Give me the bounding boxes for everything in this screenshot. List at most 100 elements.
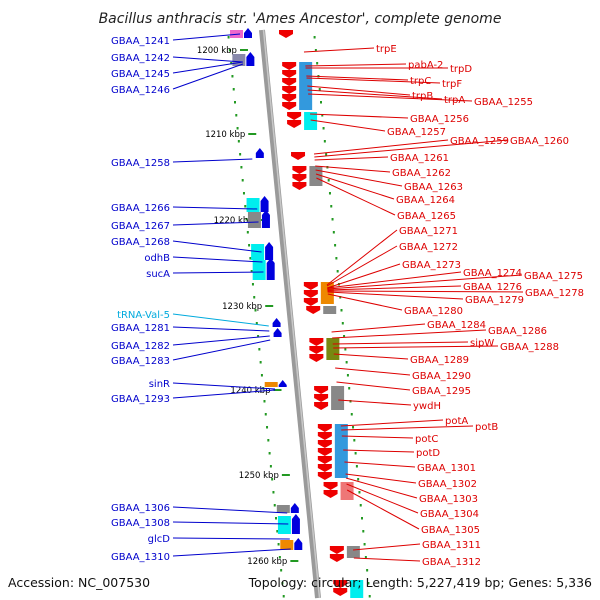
reverse-gene-chevron[interactable] <box>292 174 307 182</box>
gene-label-left[interactable]: sucA <box>146 269 170 280</box>
gene-label-right[interactable]: GBAA_1264 <box>396 195 455 206</box>
gene-label-right[interactable]: GBAA_1276 <box>463 282 522 293</box>
reverse-gene-chevron[interactable] <box>282 102 297 110</box>
gene-label-right[interactable]: GBAA_1289 <box>410 355 469 366</box>
forward-gene-arrow[interactable] <box>255 148 264 158</box>
gene-label-right[interactable]: GBAA_1265 <box>397 211 456 222</box>
gene-label-left[interactable]: odhB <box>144 253 170 264</box>
gene-label-right[interactable]: GBAA_1280 <box>404 306 463 317</box>
reverse-gene-chevron[interactable] <box>314 402 329 410</box>
gene-label-left[interactable]: GBAA_1283 <box>111 356 170 367</box>
reverse-gene-chevron[interactable] <box>309 346 324 354</box>
reverse-gene-chevron[interactable] <box>317 464 332 472</box>
gene-label-right[interactable]: potD <box>416 448 440 459</box>
gene-label-right[interactable]: GBAA_1303 <box>419 494 478 505</box>
reverse-gene-chevron[interactable] <box>317 472 332 480</box>
gene-label-right[interactable]: GBAA_1290 <box>412 371 471 382</box>
gene-label-right[interactable]: sipW <box>470 338 494 349</box>
gene-label-right[interactable]: trpE <box>376 44 397 55</box>
reverse-gene-chevron[interactable] <box>282 86 297 94</box>
gene-label-right[interactable]: trpF <box>442 79 462 90</box>
gene-label-left[interactable]: GBAA_1245 <box>111 69 170 80</box>
gene-label-right[interactable]: trpC <box>410 76 431 87</box>
reverse-gene-chevron[interactable] <box>314 386 329 394</box>
gene-label-right[interactable]: GBAA_1286 <box>488 326 547 337</box>
gene-label-right[interactable]: GBAA_1275 <box>524 271 583 282</box>
reverse-gene-chevron[interactable] <box>317 448 332 456</box>
forward-gene-arrow[interactable] <box>265 242 274 260</box>
gene-label-right[interactable]: GBAA_1272 <box>399 242 458 253</box>
cds-feature-block[interactable] <box>350 580 364 598</box>
gene-label-right[interactable]: GBAA_1256 <box>410 114 469 125</box>
reverse-gene-chevron[interactable] <box>309 338 324 346</box>
reverse-gene-chevron[interactable] <box>309 354 324 362</box>
gene-label-left[interactable]: GBAA_1268 <box>111 237 170 248</box>
cds-feature-block[interactable] <box>346 546 360 558</box>
gene-label-right[interactable]: GBAA_1271 <box>399 226 458 237</box>
cds-feature-block[interactable] <box>299 62 313 110</box>
gene-label-right[interactable]: GBAA_1304 <box>420 509 479 520</box>
cds-feature-block[interactable] <box>252 260 266 280</box>
reverse-gene-chevron[interactable] <box>282 70 297 78</box>
gene-label-right[interactable]: GBAA_1284 <box>427 320 486 331</box>
forward-gene-arrow[interactable] <box>291 514 300 534</box>
reverse-gene-chevron[interactable] <box>282 62 297 70</box>
gene-label-left[interactable]: GBAA_1242 <box>111 53 170 64</box>
gene-label-left[interactable]: sinR <box>149 379 170 390</box>
gene-label-left[interactable]: tRNA-Val-5 <box>117 310 170 321</box>
gene-label-right[interactable]: potA <box>445 416 468 427</box>
forward-gene-arrow[interactable] <box>290 503 299 513</box>
gene-label-right[interactable]: GBAA_1311 <box>422 540 481 551</box>
gene-label-right[interactable]: potC <box>415 434 438 445</box>
forward-gene-arrow[interactable] <box>266 258 275 280</box>
reverse-gene-chevron[interactable] <box>323 482 338 490</box>
gene-label-right[interactable]: GBAA_1263 <box>404 182 463 193</box>
cds-feature-block[interactable] <box>326 338 340 360</box>
gene-label-right[interactable]: GBAA_1259 <box>450 136 509 147</box>
gene-label-right[interactable]: GBAA_1257 <box>387 127 446 138</box>
gene-label-left[interactable]: GBAA_1266 <box>111 203 170 214</box>
reverse-gene-chevron[interactable] <box>292 166 307 174</box>
gene-label-right[interactable]: trpD <box>450 64 472 75</box>
cds-feature-block[interactable] <box>247 212 261 228</box>
gene-label-right[interactable]: ywdH <box>413 401 441 412</box>
cds-feature-block[interactable] <box>276 505 290 513</box>
gene-label-left[interactable]: GBAA_1308 <box>111 518 170 529</box>
gene-label-right[interactable]: GBAA_1260 <box>510 136 569 147</box>
forward-gene-arrow[interactable] <box>272 318 281 327</box>
reverse-gene-chevron[interactable] <box>287 120 302 128</box>
forward-gene-arrow[interactable] <box>273 328 282 337</box>
reverse-gene-chevron[interactable] <box>303 282 318 290</box>
gene-label-left[interactable]: GBAA_1282 <box>111 341 170 352</box>
gene-label-right[interactable]: GBAA_1279 <box>465 295 524 306</box>
gene-label-right[interactable]: GBAA_1288 <box>500 342 559 353</box>
gene-label-right[interactable]: potB <box>475 422 498 433</box>
forward-gene-arrow[interactable] <box>244 28 252 38</box>
gene-label-right[interactable]: GBAA_1274 <box>463 268 522 279</box>
cds-feature-block[interactable] <box>246 198 260 212</box>
reverse-gene-chevron[interactable] <box>329 546 344 554</box>
gene-label-right[interactable]: GBAA_1261 <box>390 153 449 164</box>
cds-feature-block[interactable] <box>309 166 323 186</box>
reverse-gene-chevron[interactable] <box>292 182 307 190</box>
gene-label-left[interactable]: GBAA_1310 <box>111 552 170 563</box>
gene-label-right[interactable]: GBAA_1305 <box>421 525 480 536</box>
cds-feature-block[interactable] <box>280 540 294 550</box>
gene-label-left[interactable]: GBAA_1293 <box>111 394 170 405</box>
reverse-gene-chevron[interactable] <box>282 78 297 86</box>
reverse-gene-chevron[interactable] <box>282 94 297 102</box>
cds-feature-block[interactable] <box>277 516 291 534</box>
reverse-gene-chevron[interactable] <box>333 588 348 596</box>
gene-label-right[interactable]: GBAA_1273 <box>402 260 461 271</box>
gene-label-left[interactable]: GBAA_1258 <box>111 158 170 169</box>
forward-gene-arrow[interactable] <box>246 52 255 66</box>
cds-feature-block[interactable] <box>331 386 345 410</box>
cds-feature-block[interactable] <box>340 482 354 500</box>
reverse-gene-chevron[interactable] <box>303 290 318 298</box>
reverse-gene-chevron[interactable] <box>306 306 321 314</box>
gene-label-right[interactable]: GBAA_1255 <box>474 97 533 108</box>
gene-label-left[interactable]: GBAA_1306 <box>111 503 170 514</box>
gene-label-right[interactable]: GBAA_1278 <box>525 288 584 299</box>
reverse-gene-chevron[interactable] <box>317 440 332 448</box>
